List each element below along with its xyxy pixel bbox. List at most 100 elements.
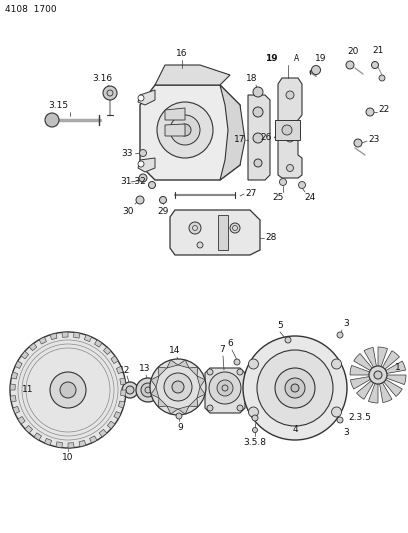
Polygon shape [140,85,240,180]
Text: 26: 26 [261,133,272,142]
Circle shape [253,87,263,97]
Polygon shape [167,360,178,368]
Circle shape [197,242,203,248]
Circle shape [179,124,191,136]
Polygon shape [50,333,57,340]
Circle shape [286,91,294,99]
Circle shape [141,383,155,397]
Polygon shape [104,347,111,354]
Circle shape [253,427,257,432]
Polygon shape [111,356,118,364]
Text: 31.32: 31.32 [120,177,146,187]
Circle shape [337,332,343,338]
Circle shape [234,359,240,365]
Text: 2.3.5: 2.3.5 [348,414,371,423]
Circle shape [332,407,341,417]
Text: 4108  1700: 4108 1700 [5,5,57,14]
Polygon shape [383,351,399,369]
Circle shape [299,182,306,189]
Polygon shape [155,65,230,85]
Polygon shape [138,90,155,105]
Text: 3.16: 3.16 [92,74,112,83]
Text: 3: 3 [343,428,349,437]
Polygon shape [107,421,115,429]
Text: 22: 22 [378,106,389,115]
Polygon shape [379,383,392,402]
Text: 12: 12 [119,366,131,375]
Circle shape [291,384,299,392]
Text: 7: 7 [219,345,225,354]
Circle shape [379,75,385,81]
Circle shape [254,159,262,167]
Polygon shape [189,367,198,376]
Circle shape [209,372,241,404]
Polygon shape [170,210,260,255]
Text: 33: 33 [122,149,133,157]
Polygon shape [275,120,300,140]
Circle shape [285,378,305,398]
Polygon shape [21,351,29,359]
Polygon shape [350,376,370,389]
Polygon shape [220,85,245,180]
Circle shape [50,372,86,408]
Text: 6: 6 [227,339,233,348]
Text: 11: 11 [22,385,34,394]
Polygon shape [197,387,205,398]
Text: 3.15: 3.15 [48,101,68,110]
Circle shape [346,61,354,69]
Polygon shape [11,372,18,379]
Polygon shape [357,381,373,399]
Circle shape [248,407,258,417]
Text: 23: 23 [368,135,379,144]
Polygon shape [118,401,125,408]
Circle shape [286,165,293,172]
Polygon shape [10,384,15,390]
Polygon shape [248,95,270,180]
Circle shape [176,413,182,419]
Circle shape [136,196,144,204]
Text: 3.5.8: 3.5.8 [244,438,266,447]
Polygon shape [354,353,372,370]
Text: 1: 1 [395,364,401,373]
Circle shape [279,179,286,185]
Circle shape [286,134,294,142]
Circle shape [207,369,213,375]
Polygon shape [79,440,86,447]
Circle shape [372,61,379,69]
Circle shape [230,223,240,233]
Polygon shape [386,375,406,385]
Polygon shape [29,343,37,351]
Circle shape [366,108,374,116]
Text: 13: 13 [139,364,151,373]
Polygon shape [62,332,68,337]
Polygon shape [384,379,402,397]
Polygon shape [378,347,388,367]
Circle shape [138,95,144,101]
Polygon shape [34,433,42,440]
Circle shape [172,381,184,393]
Text: 9: 9 [177,423,183,432]
Polygon shape [167,406,178,414]
Circle shape [257,350,333,426]
Polygon shape [99,430,107,437]
Polygon shape [39,337,47,344]
Circle shape [136,378,160,402]
Circle shape [207,405,213,411]
Polygon shape [364,348,377,367]
Polygon shape [151,387,159,398]
Circle shape [243,336,347,440]
Polygon shape [158,367,167,376]
Polygon shape [90,436,97,443]
Polygon shape [116,366,123,374]
Text: 16: 16 [176,49,188,58]
Polygon shape [114,411,121,419]
Polygon shape [121,390,126,396]
Text: 30: 30 [122,207,134,216]
Polygon shape [189,398,198,407]
Circle shape [332,359,341,369]
Circle shape [369,366,387,384]
Circle shape [311,66,321,75]
Circle shape [122,382,138,398]
Circle shape [140,149,146,157]
Circle shape [217,380,233,396]
